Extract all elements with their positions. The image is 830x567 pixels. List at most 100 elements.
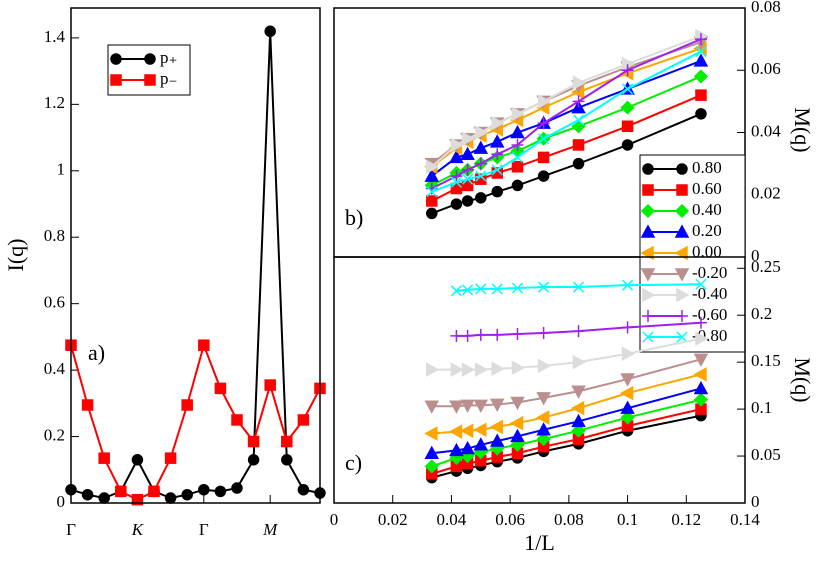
- y-tick-label: 0.8: [44, 226, 65, 245]
- marker: [473, 140, 489, 154]
- marker: [164, 492, 177, 504]
- marker: [489, 419, 503, 435]
- y-tick-label: 0.15: [751, 351, 781, 370]
- marker: [621, 346, 636, 361]
- marker: [214, 382, 227, 395]
- y-tick-label: 0.2: [44, 425, 65, 444]
- marker: [511, 179, 524, 192]
- marker: [462, 284, 474, 296]
- x-tick-label: 0.12: [671, 510, 701, 529]
- series-line: [70, 31, 321, 500]
- marker: [450, 362, 464, 377]
- marker: [81, 488, 94, 501]
- marker: [473, 399, 489, 413]
- marker: [424, 426, 438, 441]
- marker: [81, 399, 94, 411]
- series-line: [431, 358, 702, 408]
- marker: [538, 281, 550, 293]
- marker: [461, 131, 476, 146]
- y-tick-label: 0.04: [751, 121, 781, 140]
- marker: [450, 198, 463, 210]
- legend-label: 0.80: [692, 158, 722, 177]
- series-line: [70, 342, 321, 501]
- marker: [622, 279, 634, 291]
- marker: [148, 485, 160, 498]
- marker: [621, 120, 634, 133]
- series-line: [431, 50, 702, 193]
- marker: [460, 423, 474, 438]
- legend-marker: [110, 74, 122, 86]
- marker: [450, 329, 463, 342]
- legend-marker: [642, 310, 654, 322]
- marker: [511, 160, 524, 173]
- y-tick-label: 1.4: [44, 27, 66, 46]
- marker: [491, 115, 505, 131]
- marker: [131, 454, 144, 466]
- marker: [510, 124, 525, 139]
- series-line: [431, 75, 702, 187]
- x-tick-label: 0.06: [495, 510, 525, 529]
- marker: [231, 482, 243, 494]
- marker: [693, 53, 709, 67]
- marker: [426, 362, 440, 377]
- marker: [572, 75, 587, 90]
- marker: [424, 459, 439, 474]
- marker: [461, 329, 474, 342]
- legend-marker: [642, 331, 654, 343]
- marker: [98, 452, 110, 464]
- marker: [572, 325, 585, 338]
- marker: [297, 483, 310, 496]
- marker: [474, 157, 487, 170]
- x-axis-label: 1/L: [524, 530, 555, 555]
- legend-label: 0.00: [692, 242, 722, 261]
- x-tick-label: 0.02: [378, 510, 408, 529]
- marker: [281, 454, 293, 466]
- marker: [247, 435, 260, 448]
- marker: [475, 125, 489, 140]
- annotation: c): [345, 450, 362, 475]
- marker: [571, 413, 586, 428]
- marker: [461, 362, 476, 377]
- marker: [511, 282, 524, 294]
- marker: [181, 488, 193, 501]
- annotation: b): [345, 205, 363, 230]
- marker: [491, 283, 503, 295]
- y-tick-label: 0.1: [751, 398, 772, 417]
- legend-marker: [640, 268, 656, 282]
- y-tick-label: 0.08: [751, 0, 781, 16]
- marker: [489, 433, 505, 447]
- y-tick-label: 0.2: [751, 304, 772, 323]
- x-tick-label: 0: [330, 510, 339, 529]
- annotation: a): [88, 340, 105, 365]
- marker: [131, 493, 144, 506]
- marker: [693, 367, 707, 382]
- marker: [620, 100, 635, 115]
- marker: [426, 186, 438, 198]
- y-axis-label: I(q): [3, 239, 28, 272]
- marker: [491, 328, 504, 341]
- series-line: [431, 112, 702, 215]
- x-tick-label: K: [131, 520, 145, 539]
- marker: [460, 440, 475, 455]
- marker: [475, 283, 487, 295]
- marker: [693, 392, 709, 407]
- marker: [448, 424, 463, 439]
- legend-marker: [110, 53, 122, 65]
- marker: [620, 373, 635, 387]
- plot-frame: [70, 7, 321, 504]
- x-tick-label: 0.1: [617, 510, 638, 529]
- marker: [621, 321, 634, 334]
- marker: [511, 151, 524, 163]
- legend-marker: [674, 245, 688, 261]
- marker: [694, 316, 707, 329]
- marker: [460, 146, 475, 161]
- marker: [449, 149, 464, 164]
- marker: [570, 400, 585, 416]
- marker: [264, 25, 276, 38]
- legend-marker: [640, 203, 656, 219]
- marker: [450, 182, 463, 195]
- marker: [475, 192, 487, 204]
- marker: [537, 117, 550, 130]
- marker: [573, 281, 585, 293]
